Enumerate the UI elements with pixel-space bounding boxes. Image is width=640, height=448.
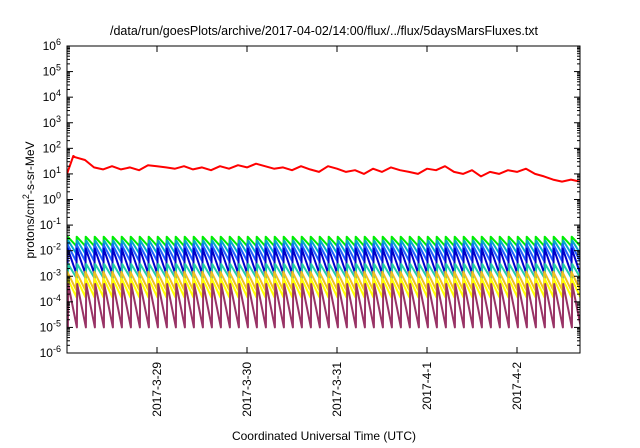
y-label-rest: -s-sr-MeV (23, 141, 37, 194)
series-line (67, 247, 580, 276)
y-tick-label: 10-2 (40, 242, 61, 258)
y-tick-label: 106 (43, 37, 61, 53)
y-tick-label: 10-6 (40, 344, 61, 360)
y-tick-label: 10-5 (40, 318, 61, 334)
series-line (67, 270, 580, 291)
y-tick-label: 102 (43, 139, 61, 155)
y-tick-label: 10-3 (40, 267, 61, 283)
chart-title: /data/run/goesPlots/archive/2017-04-02/1… (110, 24, 539, 38)
series-line (67, 283, 580, 329)
y-tick-label: 103 (43, 114, 61, 130)
y-axis-ticks: 10-6 10-5 10-4 10-3 10-2 10-1 100 101 102 103 104 1… (40, 37, 580, 360)
y-tick-label: 100 (43, 191, 61, 207)
series-line (67, 235, 580, 248)
y-axis-label: protons/cm2-s-sr-MeV (21, 141, 37, 258)
series-line (67, 155, 580, 183)
y-label-main: protons/cm (23, 199, 37, 258)
y-tick-label: 104 (43, 88, 61, 104)
x-tick-label: 2017-4-1 (420, 362, 434, 410)
x-tick-label: 2017-4-2 (510, 362, 524, 410)
x-axis-ticks: 2017-3-29 2017-3-30 2017-3-31 2017-4-1 2017-… (150, 46, 524, 417)
y-tick-label: 105 (43, 63, 61, 79)
y-tick-label: 101 (43, 165, 61, 181)
x-tick-label: 2017-3-30 (240, 362, 254, 417)
x-tick-label: 2017-3-31 (330, 362, 344, 417)
y-tick-label: 10-1 (40, 216, 61, 232)
plot-series (67, 155, 580, 329)
y-tick-label: 10-4 (40, 293, 61, 309)
series-line (67, 277, 580, 299)
x-axis-label: Coordinated Universal Time (UTC) (232, 429, 416, 443)
x-tick-label: 2017-3-29 (150, 362, 164, 417)
series-line (67, 243, 580, 262)
y-label-sup: 2 (21, 194, 31, 199)
